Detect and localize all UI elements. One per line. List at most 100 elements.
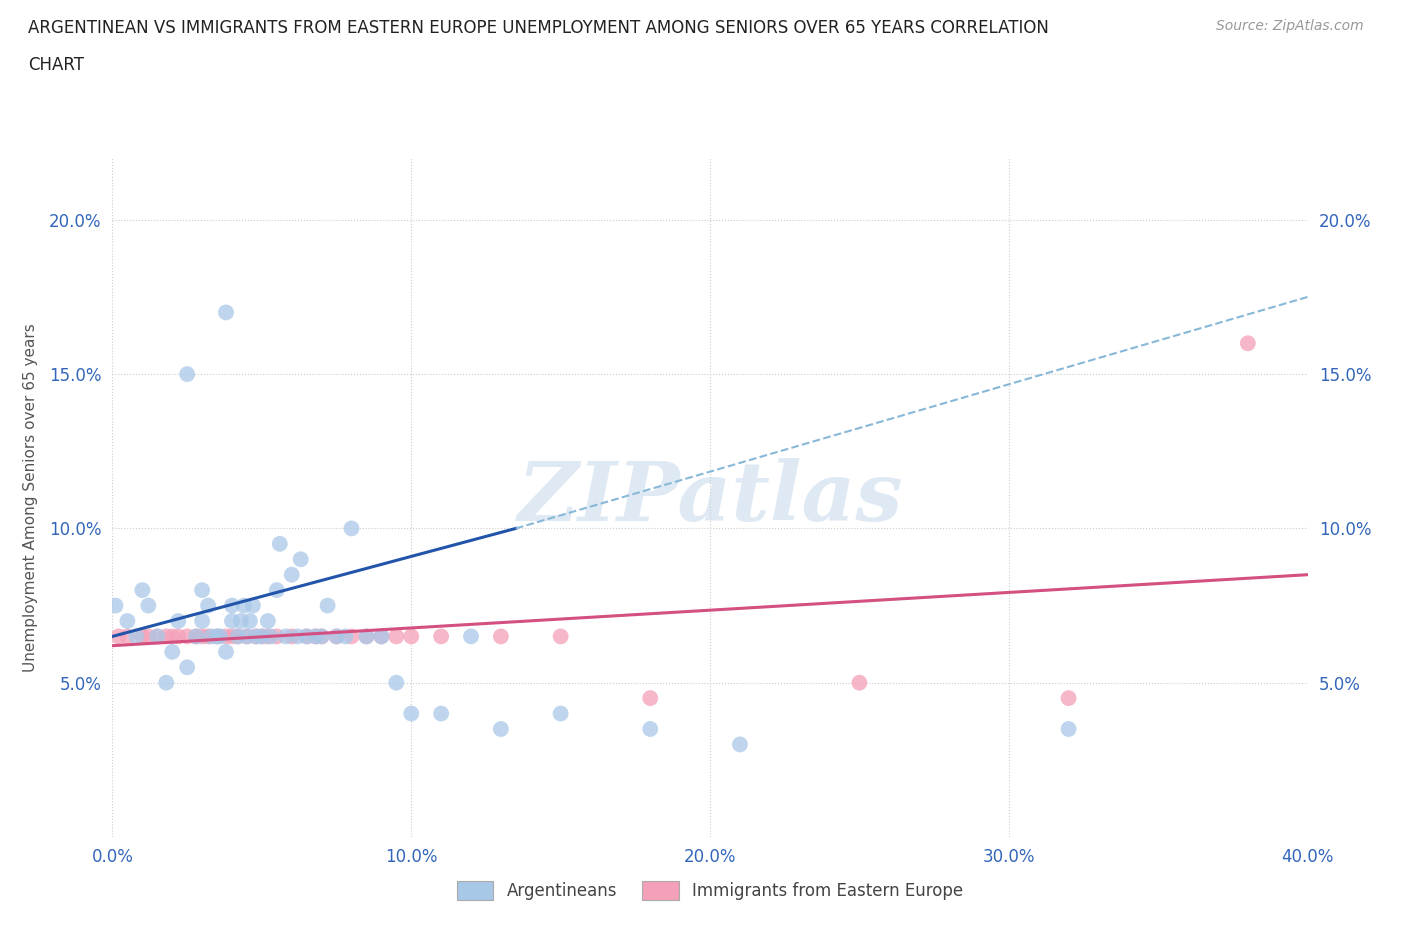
Point — [274, 629, 297, 644]
Point — [340, 521, 363, 536]
Point — [305, 629, 328, 644]
Point — [257, 614, 280, 629]
Point — [1057, 691, 1080, 706]
Point — [305, 629, 328, 644]
Point — [848, 675, 870, 690]
Point — [229, 614, 252, 629]
Point — [233, 598, 256, 613]
Point — [311, 629, 333, 644]
Point — [245, 629, 267, 644]
Point — [155, 629, 177, 644]
Point — [197, 598, 219, 613]
Point — [205, 629, 228, 644]
Point — [335, 629, 357, 644]
Y-axis label: Unemployment Among Seniors over 65 years: Unemployment Among Seniors over 65 years — [22, 324, 38, 671]
Point — [401, 629, 423, 644]
Point — [281, 567, 304, 582]
Point — [311, 629, 333, 644]
Point — [257, 629, 280, 644]
Point — [191, 614, 214, 629]
Point — [1057, 722, 1080, 737]
Point — [269, 537, 291, 551]
Point — [107, 629, 129, 644]
Point — [176, 629, 198, 644]
Point — [215, 629, 238, 644]
Text: CHART: CHART — [28, 56, 84, 73]
Point — [200, 629, 222, 644]
Point — [215, 305, 238, 320]
Text: Source: ZipAtlas.com: Source: ZipAtlas.com — [1216, 19, 1364, 33]
Point — [138, 629, 160, 644]
Point — [370, 629, 392, 644]
Point — [205, 629, 228, 644]
Point — [266, 629, 288, 644]
Point — [221, 598, 243, 613]
Point — [430, 629, 453, 644]
Point — [146, 629, 169, 644]
Point — [239, 614, 262, 629]
Point — [325, 629, 347, 644]
Point — [290, 551, 312, 566]
Point — [242, 598, 264, 613]
Point — [316, 598, 339, 613]
Point — [131, 629, 153, 644]
Point — [236, 629, 259, 644]
Point — [162, 629, 183, 644]
Point — [295, 629, 318, 644]
Point — [250, 629, 273, 644]
Point — [226, 629, 249, 644]
Point — [266, 583, 288, 598]
Point — [162, 644, 183, 659]
Point — [489, 629, 512, 644]
Point — [640, 722, 662, 737]
Point — [138, 598, 160, 613]
Point — [250, 629, 273, 644]
Point — [125, 629, 148, 644]
Point — [460, 629, 482, 644]
Point — [385, 675, 408, 690]
Point — [236, 629, 259, 644]
Point — [356, 629, 378, 644]
Point — [430, 706, 453, 721]
Point — [550, 706, 572, 721]
Point — [287, 629, 309, 644]
Point — [221, 614, 243, 629]
Point — [117, 614, 139, 629]
Legend: Argentineans, Immigrants from Eastern Europe: Argentineans, Immigrants from Eastern Eu… — [447, 871, 973, 910]
Point — [191, 629, 214, 644]
Point — [186, 629, 208, 644]
Point — [356, 629, 378, 644]
Text: ARGENTINEAN VS IMMIGRANTS FROM EASTERN EUROPE UNEMPLOYMENT AMONG SENIORS OVER 65: ARGENTINEAN VS IMMIGRANTS FROM EASTERN E… — [28, 19, 1049, 36]
Point — [197, 629, 219, 644]
Point — [401, 706, 423, 721]
Point — [640, 691, 662, 706]
Point — [209, 629, 232, 644]
Point — [295, 629, 318, 644]
Point — [155, 675, 177, 690]
Point — [370, 629, 392, 644]
Point — [176, 660, 198, 675]
Point — [221, 629, 243, 644]
Point — [186, 629, 208, 644]
Point — [260, 629, 283, 644]
Point — [167, 614, 190, 629]
Point — [146, 629, 169, 644]
Point — [1237, 336, 1260, 351]
Point — [728, 737, 751, 751]
Point — [104, 598, 127, 613]
Point — [131, 583, 153, 598]
Point — [489, 722, 512, 737]
Point — [340, 629, 363, 644]
Point — [281, 629, 304, 644]
Point — [385, 629, 408, 644]
Point — [245, 629, 267, 644]
Point — [215, 644, 238, 659]
Point — [325, 629, 347, 644]
Text: ZIPatlas: ZIPatlas — [517, 458, 903, 538]
Point — [176, 366, 198, 381]
Point — [226, 629, 249, 644]
Point — [167, 629, 190, 644]
Point — [550, 629, 572, 644]
Point — [117, 629, 139, 644]
Point — [191, 583, 214, 598]
